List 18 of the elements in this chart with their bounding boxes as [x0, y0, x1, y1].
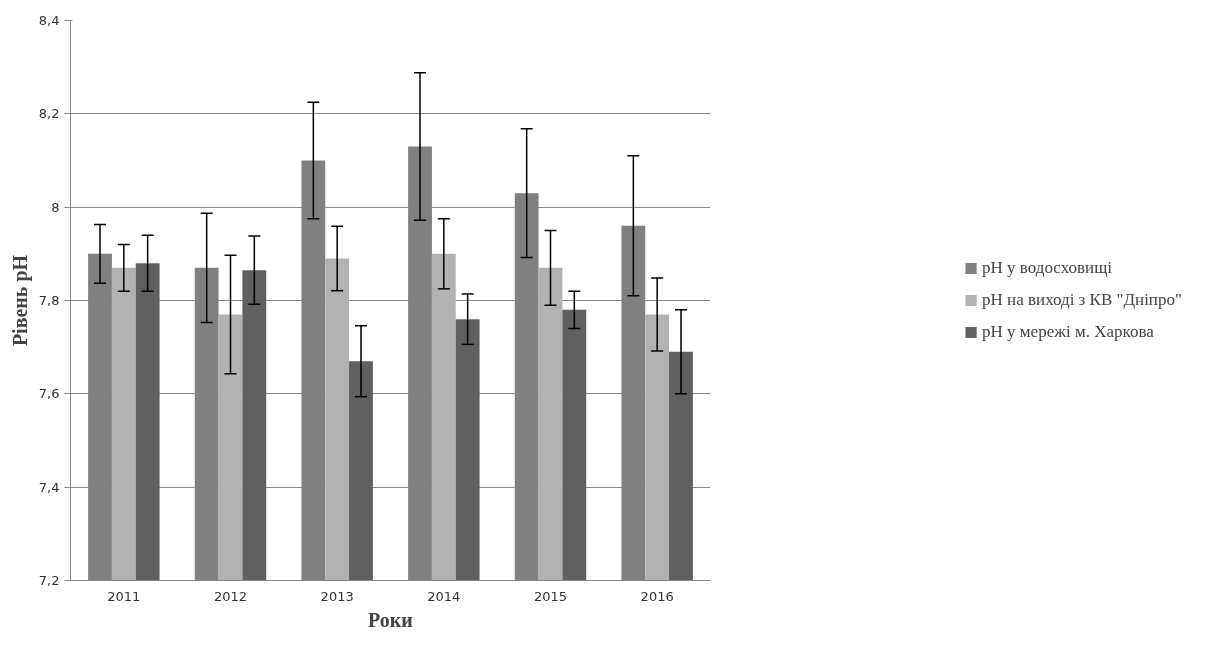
x-tick-label: 2014 [427, 588, 461, 604]
y-tick-label: 8 [51, 199, 60, 215]
x-axis-title: Роки [368, 608, 413, 631]
y-tick-label: 8,2 [38, 106, 60, 122]
y-axis-title: Рівень pH [8, 254, 32, 347]
y-tick-label: 7,2 [38, 573, 60, 588]
y-tick-label: 8,4 [38, 13, 60, 28]
legend-label: pH у водосховищі [982, 258, 1112, 278]
x-tick-label: 2015 [533, 588, 568, 604]
legend-label: pH на виході з КВ "Дніпро" [982, 290, 1182, 310]
x-tick-label: 2012 [213, 588, 248, 604]
x-tick-label: 2013 [320, 588, 354, 604]
x-tick-label: 2011 [107, 588, 141, 604]
y-tick-label: 7,8 [38, 293, 60, 308]
y-tick-label: 7,6 [38, 386, 60, 402]
legend-label: pH у мережі м. Харкова [982, 322, 1154, 342]
y-tick-label: 7,4 [38, 479, 60, 495]
x-tick-label: 2016 [640, 588, 674, 604]
